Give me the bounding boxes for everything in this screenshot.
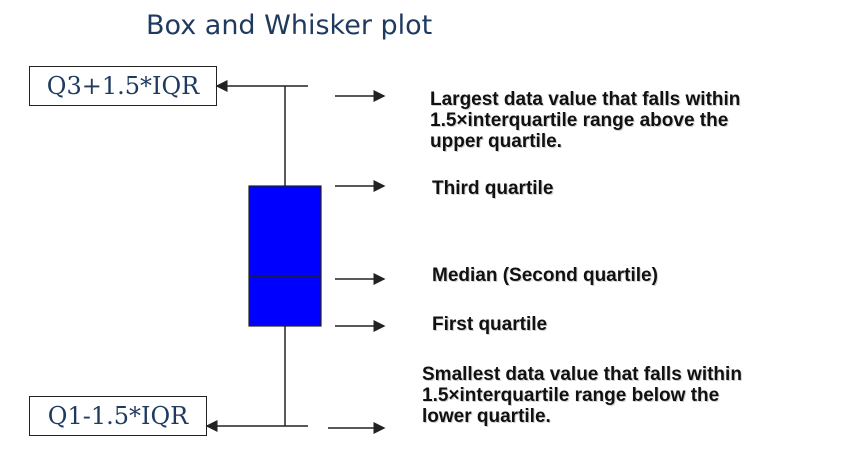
- lower-whisker-annotation: Smallest data value that falls within 1.…: [422, 364, 742, 427]
- annotation-line: Smallest data value that falls within: [422, 364, 742, 385]
- upper-limit-label: Q3+1.5*IQR: [29, 66, 217, 106]
- annotation-line: upper quartile.: [430, 131, 562, 152]
- annotation-line: Largest data value that falls within: [430, 89, 741, 110]
- diagram-title: Box and Whisker plot: [146, 10, 433, 41]
- upper-whisker-annotation: Largest data value that falls within 1.5…: [430, 89, 740, 152]
- annotation-line: lower quartile.: [422, 406, 551, 427]
- median-annotation: Median (Second quartile): [432, 265, 658, 286]
- annotation-line: 1.5×interquartile range below the: [422, 385, 720, 406]
- lower-limit-label: Q1-1.5*IQR: [29, 396, 207, 436]
- first-quartile-annotation: First quartile: [432, 314, 548, 335]
- third-quartile-annotation: Third quartile: [432, 178, 554, 199]
- annotation-line: 1.5×interquartile range above the: [430, 110, 729, 131]
- lower-limit-text: Q1-1.5*IQR: [47, 402, 189, 430]
- upper-limit-text: Q3+1.5*IQR: [46, 72, 200, 100]
- interquartile-box: [248, 185, 322, 327]
